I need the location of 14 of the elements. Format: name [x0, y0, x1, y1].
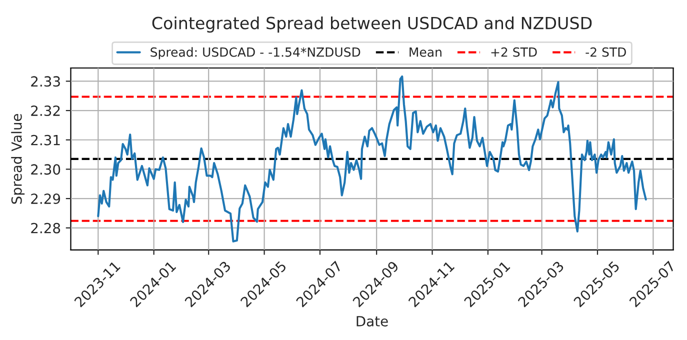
- y-tick-label: 2.30: [31, 164, 60, 175]
- legend-label: -2 STD: [586, 47, 626, 57]
- y-tick-label: 2.31: [31, 134, 60, 146]
- legend-label: Mean: [410, 48, 442, 57]
- y-tick-label: 2.32: [31, 106, 60, 116]
- y-tick-label: 2.33: [31, 76, 60, 87]
- legend-label: Spread: USDCAD - -1.54*NZDUSD: [150, 47, 360, 60]
- chart-title: Cointegrated Spread between USDCAD and NZDUSD: [152, 16, 592, 33]
- x-axis-title: Date: [356, 316, 388, 326]
- legend-label: +2 STD: [491, 47, 537, 57]
- y-tick-label: 2.28: [31, 222, 60, 234]
- y-tick-label: 2.29: [31, 194, 60, 204]
- y-axis-title: Spread Value: [11, 114, 25, 204]
- line-series: [97, 75, 647, 242]
